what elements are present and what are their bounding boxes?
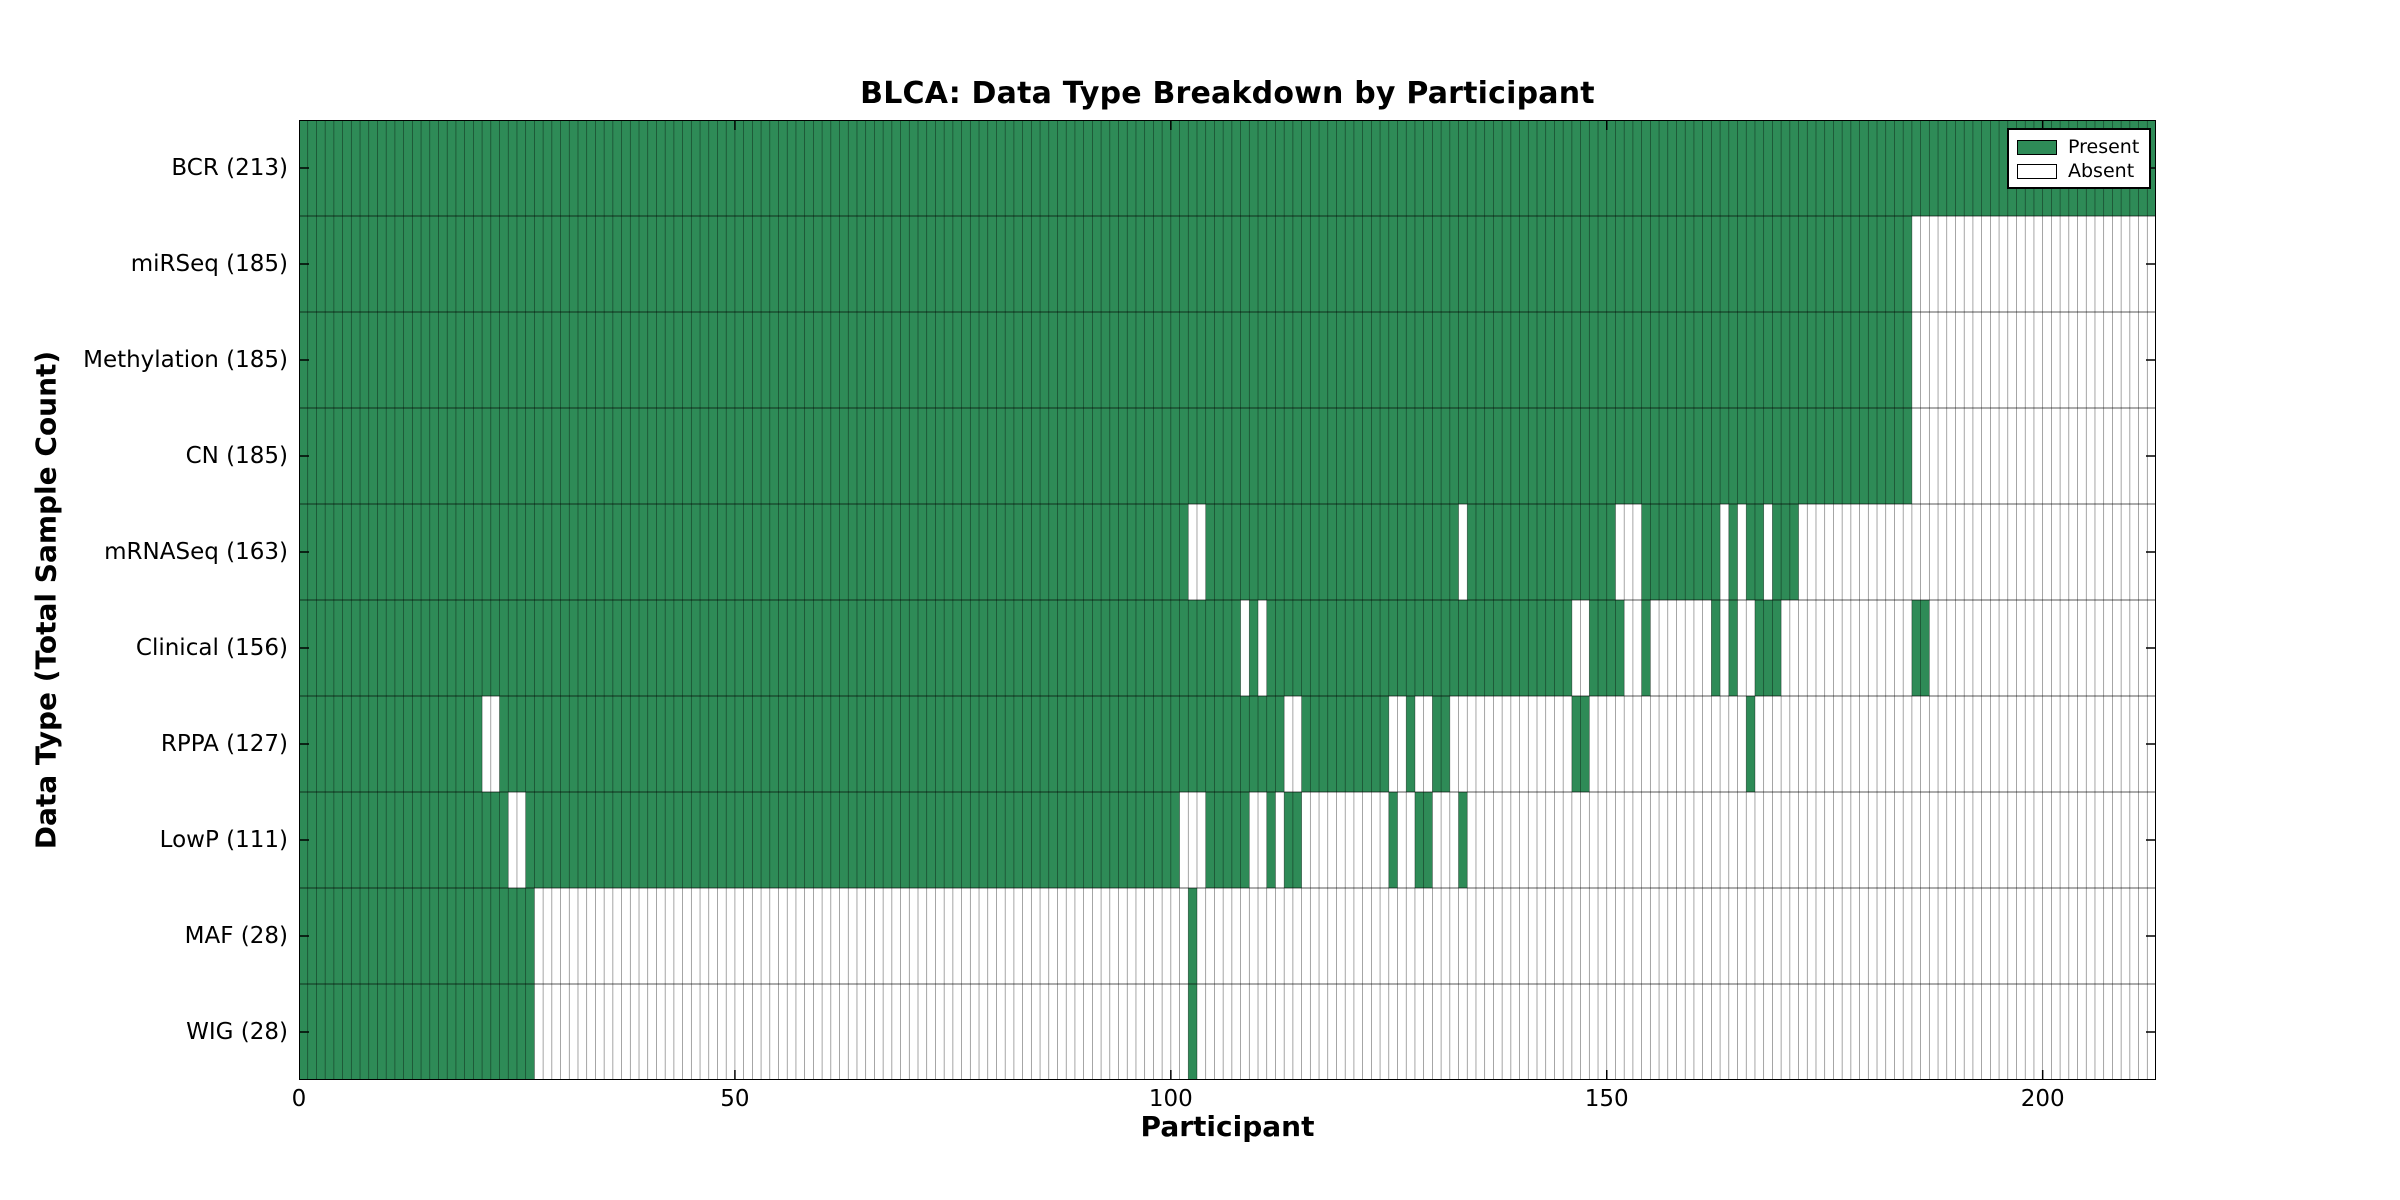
y-tick-label-Clinical: Clinical (156) bbox=[135, 635, 288, 661]
x-tick-label-0: 0 bbox=[291, 1086, 307, 1112]
chart-title: BLCA: Data Type Breakdown by Participant bbox=[860, 76, 1595, 111]
y-tick-label-mRNASeq: mRNASeq (163) bbox=[104, 539, 288, 565]
legend-entry-absent: Absent bbox=[2017, 159, 2149, 183]
matrix-row-MAF bbox=[299, 888, 1197, 984]
legend-entry-present: Present bbox=[2017, 135, 2149, 159]
x-axis-label: Participant bbox=[1140, 1110, 1315, 1143]
y-tick-label-Methylation: Methylation (185) bbox=[83, 347, 288, 373]
legend-label-absent: Absent bbox=[2068, 160, 2135, 182]
y-tick-label-WIG: WIG (28) bbox=[186, 1019, 288, 1045]
y-tick-label-LowP: LowP (111) bbox=[159, 827, 288, 853]
y-tick-label-CN: CN (185) bbox=[185, 443, 288, 469]
matrix-row-BCR bbox=[299, 120, 2156, 216]
matrix-row-WIG bbox=[299, 984, 1197, 1080]
x-tick-label-200: 200 bbox=[2020, 1086, 2065, 1112]
axis-ticks bbox=[299, 120, 2156, 1080]
x-tick-label-150: 150 bbox=[1584, 1086, 1629, 1112]
matrix-row-miRSeq bbox=[299, 216, 1912, 312]
legend-label-present: Present bbox=[2068, 136, 2140, 158]
legend: Present Absent bbox=[2007, 128, 2151, 189]
matrix-row-Methylation bbox=[299, 312, 1912, 408]
x-tick-label-100: 100 bbox=[1148, 1086, 1193, 1112]
row-grid-lines bbox=[299, 215, 2156, 985]
y-tick-label-RPPA: RPPA (127) bbox=[160, 731, 288, 757]
presence-matrix bbox=[299, 120, 2156, 1080]
y-tick-label-miRSeq: miRSeq (185) bbox=[130, 251, 288, 277]
y-axis-label: Data Type (Total Sample Count) bbox=[29, 350, 63, 850]
matrix-row-CN bbox=[299, 408, 1912, 504]
y-tick-label-MAF: MAF (28) bbox=[184, 923, 288, 949]
x-tick-label-50: 50 bbox=[720, 1086, 750, 1112]
present-swatch bbox=[2017, 139, 2057, 155]
absent-swatch bbox=[2017, 163, 2057, 179]
y-tick-label-BCR: BCR (213) bbox=[171, 155, 288, 181]
